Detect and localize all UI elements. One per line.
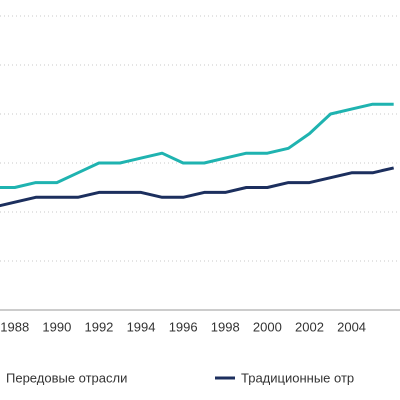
x-tick-label: 1990: [42, 319, 71, 334]
line-series: [0, 166, 395, 208]
legend-label: Передовые отрасли: [6, 370, 127, 385]
x-tick-label: 1996: [169, 319, 198, 334]
x-tick-label: 2004: [337, 319, 366, 334]
line-series: [0, 102, 394, 189]
x-tick-label: 2002: [295, 319, 324, 334]
x-tick-label: 1988: [0, 319, 29, 334]
legend-label: Традиционные отр: [241, 370, 354, 385]
x-tick-label: 2000: [253, 319, 282, 334]
x-tick-label: 1992: [84, 319, 113, 334]
x-tick-label: 1994: [127, 319, 156, 334]
x-tick-label: 1998: [211, 319, 240, 334]
